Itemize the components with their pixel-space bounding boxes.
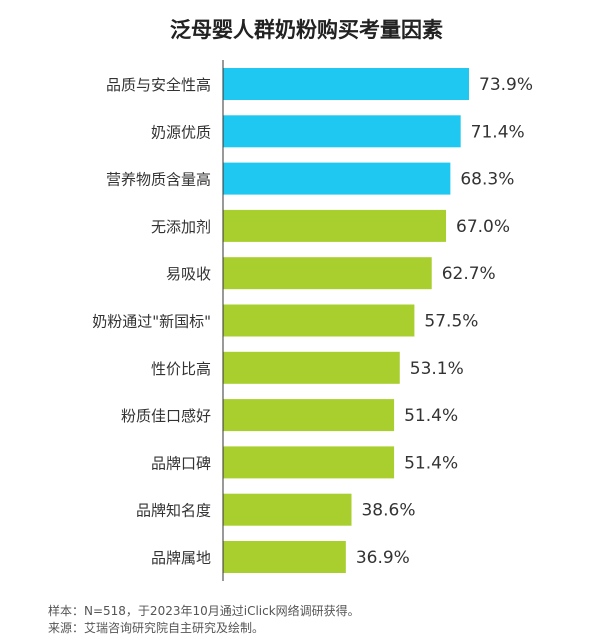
category-label: 粉质佳口感好 — [121, 407, 211, 425]
bar — [223, 399, 395, 432]
value-label: 51.4% — [404, 453, 458, 473]
category-label: 营养物质含量高 — [106, 171, 211, 189]
footnote-source: 来源：艾瑞咨询研究院自主研究及绘制。 — [48, 621, 265, 635]
bar — [223, 541, 346, 573]
value-label: 36.9% — [356, 548, 410, 568]
category-label: 品牌属地 — [151, 549, 211, 567]
value-label: 51.4% — [404, 406, 458, 426]
value-label: 67.0% — [456, 217, 510, 237]
category-label: 品质与安全性高 — [106, 76, 211, 94]
bar-chart: 品质与安全性高 73.9% 奶源优质 71.4% 营养物质含量高 68.3% 无添加剂 67.… — [92, 60, 533, 581]
footnote-sample: 样本：N=518，于2023年10月通过iClick网络调研获得。 — [48, 604, 360, 618]
value-label: 62.7% — [442, 264, 496, 284]
category-label: 无添加剂 — [151, 218, 211, 236]
value-label: 73.9% — [479, 75, 533, 95]
chart-title: 泛母婴人群奶粉购买考量因素 — [170, 18, 443, 42]
bar — [223, 493, 352, 526]
bar — [223, 68, 469, 100]
value-label: 53.1% — [410, 359, 464, 379]
bar — [223, 209, 447, 242]
value-label: 38.6% — [361, 501, 415, 521]
bar — [223, 351, 400, 384]
category-label: 易吸收 — [166, 265, 211, 283]
bar — [223, 304, 415, 337]
bar — [223, 115, 461, 148]
category-label: 品牌知名度 — [136, 502, 211, 520]
bar — [223, 162, 451, 195]
value-label: 71.4% — [471, 122, 525, 142]
category-label: 品牌口碑 — [151, 454, 211, 472]
category-label: 奶粉通过"新国标" — [92, 313, 211, 331]
value-label: 57.5% — [424, 312, 478, 332]
value-label: 68.3% — [460, 170, 514, 190]
bar — [223, 257, 432, 290]
bar — [223, 446, 395, 479]
category-label: 奶源优质 — [151, 123, 211, 141]
category-label: 性价比高 — [151, 360, 211, 378]
